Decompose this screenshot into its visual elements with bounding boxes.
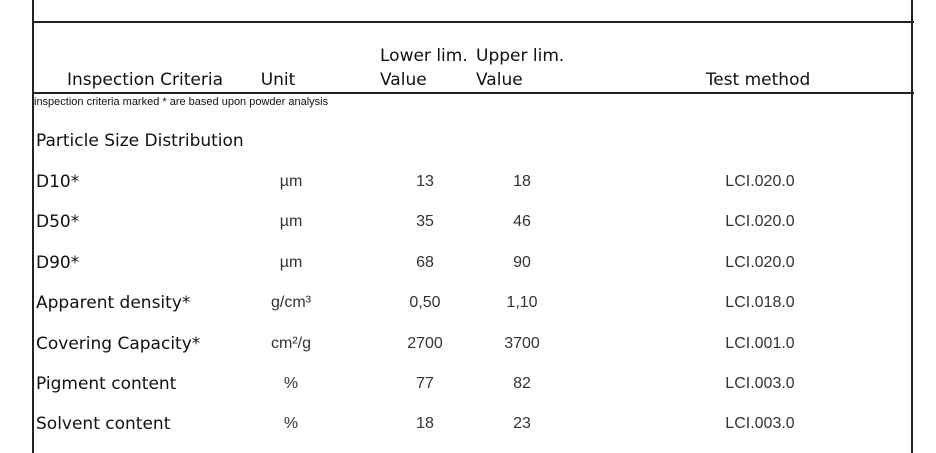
unit: µm bbox=[279, 253, 303, 271]
upper-value: 46 bbox=[513, 213, 531, 231]
lower-value: 18 bbox=[416, 415, 434, 433]
unit: % bbox=[283, 415, 299, 433]
unit: µm bbox=[279, 213, 303, 231]
criteria: Covering Capacity* bbox=[36, 333, 201, 354]
upper-value: 82 bbox=[513, 375, 531, 392]
unit: g/cm³ bbox=[271, 294, 311, 312]
upper-value: 23 bbox=[513, 415, 531, 433]
header-upper: Upper lim. bbox=[476, 46, 565, 66]
lower-value: 0,50 bbox=[409, 294, 441, 312]
criteria: Pigment content bbox=[36, 374, 177, 394]
test-method: LCI.003.0 bbox=[725, 415, 795, 433]
criteria: D90* bbox=[36, 252, 80, 273]
test-method: LCI.003.0 bbox=[725, 375, 795, 392]
criteria: Solvent content bbox=[36, 414, 171, 435]
lower-value: 13 bbox=[416, 173, 434, 190]
lower-value: 68 bbox=[416, 253, 434, 271]
unit: cm²/g bbox=[271, 334, 311, 352]
unit: % bbox=[283, 375, 299, 392]
upper-value: 1,10 bbox=[506, 294, 538, 312]
test-method: LCI.020.0 bbox=[725, 213, 795, 231]
rule bbox=[32, 21, 914, 23]
header-lower: Lower lim. bbox=[380, 46, 468, 66]
note: inspection criteria marked * are based u… bbox=[34, 96, 329, 108]
rule bbox=[32, 92, 914, 94]
test-method: LCI.020.0 bbox=[725, 253, 795, 271]
upper-value: 18 bbox=[513, 173, 531, 190]
criteria: D10* bbox=[36, 172, 80, 192]
border-left bbox=[32, 0, 34, 453]
header-unit: Unit bbox=[260, 70, 296, 90]
header-lower: Value bbox=[380, 70, 427, 90]
unit: µm bbox=[279, 173, 303, 190]
lower-value: 35 bbox=[416, 213, 434, 231]
border-right bbox=[911, 0, 913, 453]
upper-value: 90 bbox=[513, 253, 531, 271]
criteria: Apparent density* bbox=[36, 293, 191, 314]
section-title: Particle Size Distribution bbox=[36, 131, 244, 151]
test-method: LCI.018.0 bbox=[725, 294, 795, 312]
header-method: Test method bbox=[705, 70, 811, 90]
test-method: LCI.001.0 bbox=[725, 334, 795, 352]
test-method: LCI.020.0 bbox=[725, 173, 795, 190]
criteria: D50* bbox=[36, 212, 80, 233]
upper-value: 3700 bbox=[504, 334, 540, 352]
header-upper: Value bbox=[476, 70, 523, 90]
lower-value: 77 bbox=[416, 375, 434, 392]
header-criteria: Inspection Criteria bbox=[66, 70, 224, 90]
lower-value: 2700 bbox=[407, 334, 443, 352]
